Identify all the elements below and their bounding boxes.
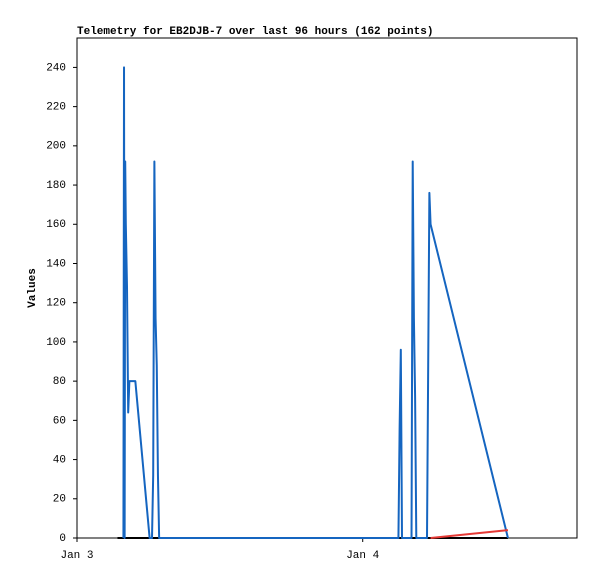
y-tick-label: 40 bbox=[53, 454, 66, 466]
chart-title: Telemetry for EB2DJB-7 over last 96 hour… bbox=[77, 26, 433, 38]
y-tick-label: 180 bbox=[46, 180, 66, 192]
x-tick-label: Jan 3 bbox=[60, 550, 93, 562]
y-tick-label: 220 bbox=[46, 102, 66, 114]
data-line bbox=[430, 529, 509, 539]
x-tick-label: Jan 4 bbox=[346, 550, 379, 562]
y-axis-label: Values bbox=[27, 268, 39, 308]
y-tick-label: 120 bbox=[46, 298, 66, 310]
y-tick-label: 200 bbox=[46, 141, 66, 153]
data-line bbox=[122, 66, 509, 539]
y-tick-label: 100 bbox=[46, 337, 66, 349]
y-tick-label: 60 bbox=[53, 415, 66, 427]
y-tick-label: 20 bbox=[53, 494, 66, 506]
y-tick-label: 80 bbox=[53, 376, 66, 388]
y-tick-label: 140 bbox=[46, 258, 66, 270]
y-tick-label: 160 bbox=[46, 219, 66, 231]
y-tick-label: 0 bbox=[59, 533, 66, 545]
y-tick-label: 240 bbox=[46, 62, 66, 74]
